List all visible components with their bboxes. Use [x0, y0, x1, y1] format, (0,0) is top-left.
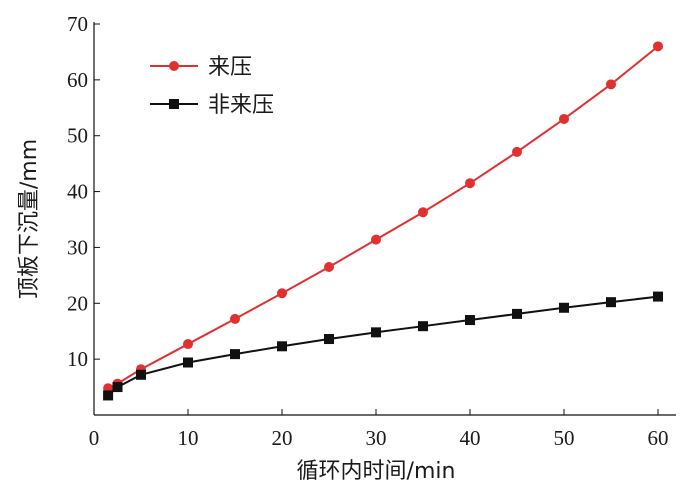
data-point: [277, 288, 287, 299]
data-point: [230, 313, 240, 324]
y-tick-label: 10: [67, 347, 88, 371]
data-point: [418, 207, 428, 218]
legend-item: 非来压: [150, 93, 274, 118]
legend-marker: [169, 61, 179, 71]
x-tick-label: 50: [554, 426, 575, 450]
data-point: [183, 339, 193, 350]
legend-item: 来压: [150, 55, 252, 80]
data-point: [103, 390, 114, 401]
data-point: [559, 113, 569, 124]
data-point: [371, 327, 381, 338]
y-tick-label: 30: [67, 235, 88, 259]
y-tick-label: 70: [67, 12, 88, 36]
data-point: [512, 308, 522, 319]
data-point: [230, 349, 240, 360]
legend-label: 非来压: [208, 93, 274, 118]
data-point: [606, 297, 616, 308]
data-point: [418, 321, 428, 332]
data-point: [559, 302, 569, 313]
y-axis-title: 顶板下沉量/mm: [17, 139, 42, 299]
y-tick-label: 60: [67, 68, 88, 92]
y-tick-label: 50: [67, 124, 88, 148]
x-tick-label: 0: [89, 426, 100, 450]
legend-label: 来压: [208, 55, 252, 80]
data-point: [465, 315, 475, 326]
x-tick-label: 20: [272, 426, 293, 450]
series-layer: [103, 41, 663, 401]
axes: [93, 22, 676, 416]
data-point: [465, 178, 475, 189]
axis-ticks: 0 10 20 30 40 50 60 10 20 30 40 50 60 70: [67, 12, 669, 450]
x-tick-label: 60: [648, 426, 669, 450]
data-point: [371, 234, 381, 245]
data-point: [324, 261, 334, 272]
series-2: [103, 291, 663, 401]
legend-marker: [169, 99, 179, 109]
data-point: [653, 291, 663, 302]
y-tick-label: 20: [67, 291, 88, 315]
data-point: [512, 146, 522, 157]
x-tick-label: 10: [178, 426, 199, 450]
x-tick-label: 40: [460, 426, 481, 450]
data-point: [136, 369, 146, 380]
x-tick-label: 30: [366, 426, 387, 450]
y-tick-label: 40: [67, 180, 88, 204]
data-point: [324, 334, 334, 345]
data-point: [606, 79, 616, 90]
data-point: [183, 357, 193, 368]
series-1: [103, 41, 663, 394]
data-point: [112, 382, 123, 393]
series-line: [107, 45, 659, 390]
series-line: [107, 295, 659, 397]
data-point: [653, 41, 663, 52]
data-point: [277, 341, 287, 352]
x-axis-title: 循环内时间/min: [297, 459, 456, 484]
